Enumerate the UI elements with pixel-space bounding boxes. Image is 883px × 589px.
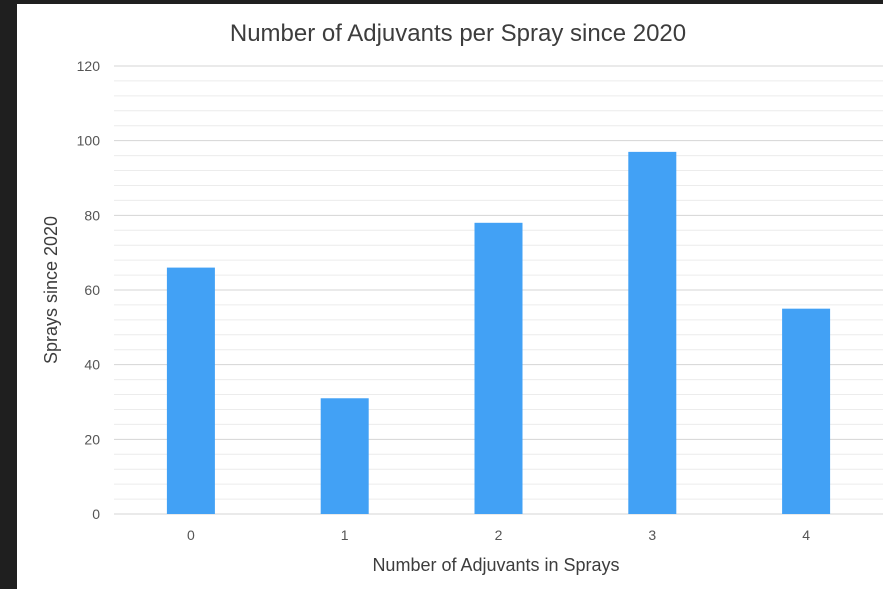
y-tick-label: 0 [92, 506, 100, 522]
chart-container: 0 20 40 60 80 100 120 0 1 2 3 4 Number of Adjuvant… [17, 4, 883, 589]
y-tick-label: 20 [84, 431, 100, 447]
bar-2 [474, 222, 523, 515]
bar-1 [320, 398, 369, 514]
y-tick-label: 120 [77, 58, 101, 74]
bar-chart: 0 20 40 60 80 100 120 0 1 2 3 4 Number of Adjuvant… [41, 20, 883, 575]
bar-series [166, 151, 831, 515]
y-tick-label: 100 [77, 133, 101, 149]
y-tick-label: 40 [84, 357, 100, 373]
y-axis-label: Sprays since 2020 [41, 216, 61, 364]
x-tick-label: 0 [187, 527, 195, 543]
x-axis-ticks: 0 1 2 3 4 [187, 527, 810, 543]
x-axis-label: Number of Adjuvants in Sprays [372, 555, 619, 575]
y-tick-label: 60 [84, 282, 100, 298]
x-tick-label: 3 [648, 527, 656, 543]
bar-3 [628, 151, 677, 514]
x-tick-label: 2 [495, 527, 503, 543]
x-tick-label: 1 [341, 527, 349, 543]
chart-title: Number of Adjuvants per Spray since 2020 [230, 20, 686, 47]
bar-4 [782, 308, 831, 514]
y-axis-ticks: 0 20 40 60 80 100 120 [77, 58, 101, 522]
x-tick-label: 4 [802, 527, 810, 543]
y-tick-label: 80 [84, 207, 100, 223]
bar-0 [166, 267, 215, 514]
